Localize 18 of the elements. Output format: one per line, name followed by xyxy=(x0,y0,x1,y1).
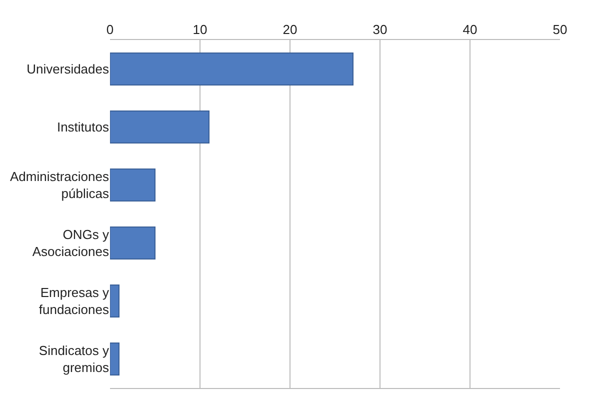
bar xyxy=(110,284,120,318)
bar xyxy=(110,110,210,144)
bar xyxy=(110,52,354,86)
x-tick-label: 0 xyxy=(106,22,114,37)
bar xyxy=(110,342,120,376)
x-tick-label: 50 xyxy=(552,22,568,37)
x-tick-label: 10 xyxy=(192,22,208,37)
y-tick-label: Institutos xyxy=(56,120,110,135)
y-tick-label: Universidades xyxy=(26,62,110,77)
y-tick-label: Sindicatos y gremios xyxy=(38,343,110,375)
bar xyxy=(110,226,156,260)
y-tick-label: ONGs y Asociaciones xyxy=(32,227,110,259)
y-tick-label: Empresas y fundaciones xyxy=(38,285,110,317)
bar xyxy=(110,168,156,202)
y-tick-label: Administraciones públicas xyxy=(10,169,110,201)
x-tick-label: 20 xyxy=(282,22,298,37)
x-tick-label: 40 xyxy=(462,22,478,37)
x-tick-label: 30 xyxy=(372,22,388,37)
